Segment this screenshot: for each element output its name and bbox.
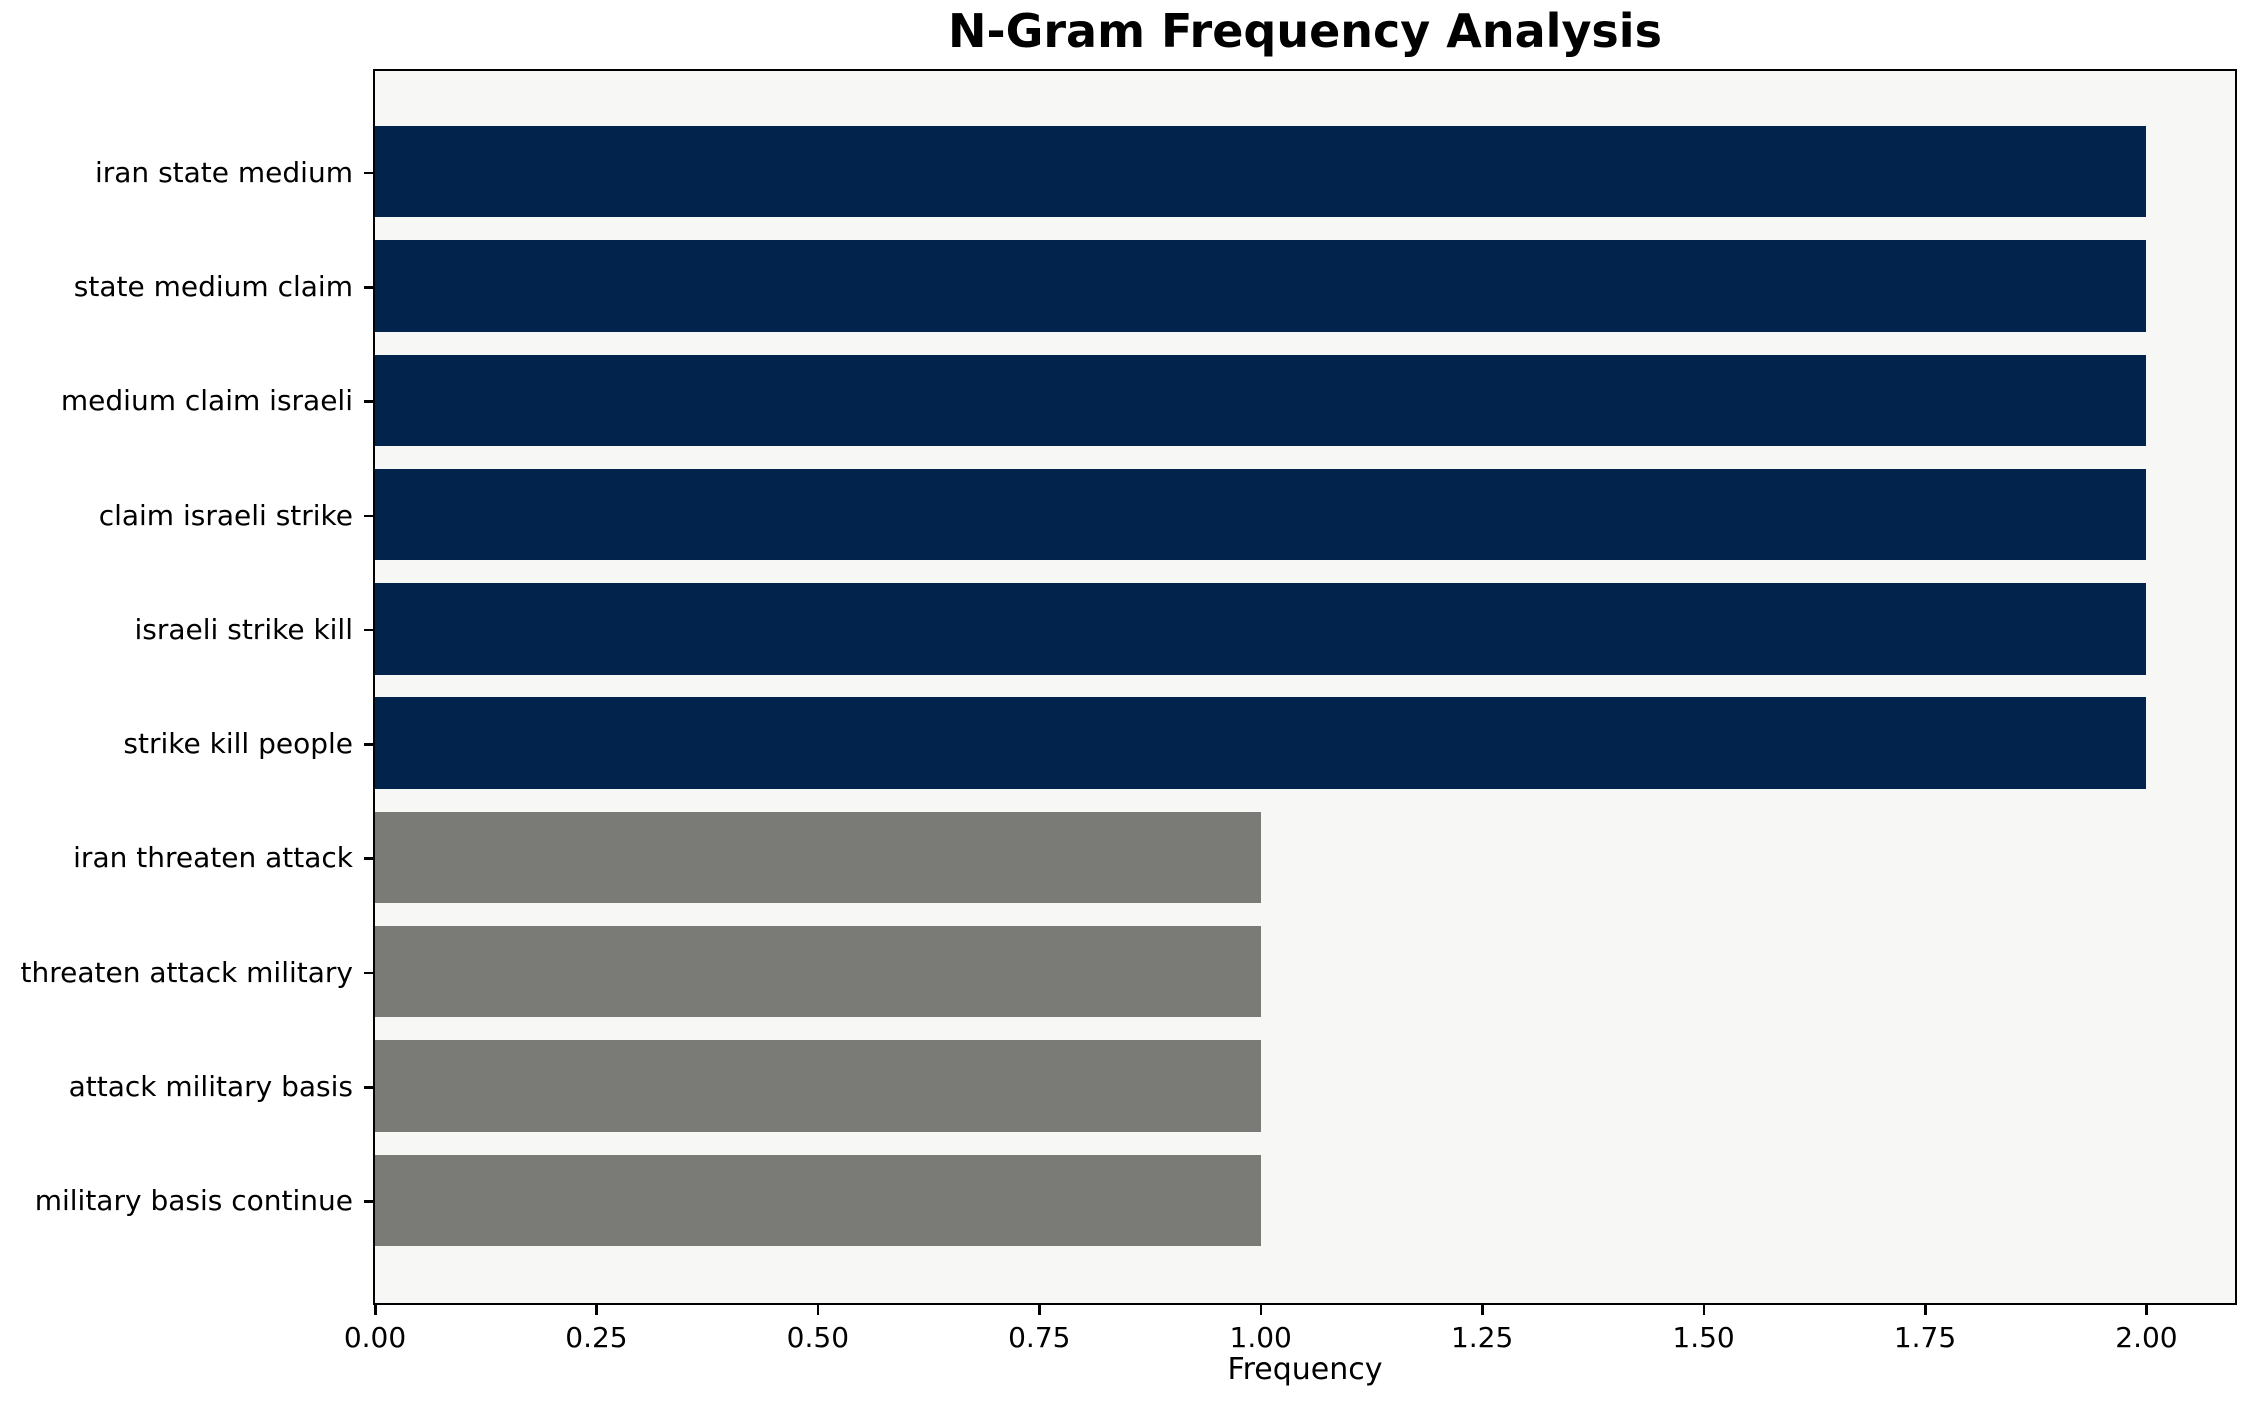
- x-tick-label: 0.25: [565, 1321, 628, 1354]
- y-tick-mark: [364, 400, 373, 403]
- x-tick-mark: [1924, 1305, 1927, 1315]
- y-tick-mark: [364, 1086, 373, 1089]
- bar: [375, 126, 2147, 218]
- x-tick-label: 0.50: [786, 1321, 850, 1354]
- x-tick-mark: [1259, 1305, 1263, 1315]
- axes: [373, 69, 2237, 1305]
- x-tick-mark: [1702, 1305, 1706, 1315]
- x-tick-mark: [1481, 1305, 1484, 1315]
- bar: [375, 468, 2147, 561]
- bar: [375, 811, 1261, 904]
- bar: [375, 926, 1261, 1018]
- y-tick-label: military basis continue: [34, 1184, 353, 1218]
- y-tick-mark: [364, 971, 373, 975]
- bar: [375, 1040, 1261, 1132]
- y-tick-label: attack military basis: [68, 1070, 353, 1103]
- y-tick-label: strike kill people: [123, 727, 353, 761]
- y-tick-mark: [364, 514, 373, 518]
- x-tick-label: 1.25: [1450, 1321, 1514, 1354]
- y-tick-mark: [364, 857, 373, 860]
- y-tick-mark: [364, 1200, 373, 1203]
- x-tick-label: 1.00: [1229, 1321, 1292, 1354]
- y-tick-label: state medium claim: [73, 270, 353, 303]
- x-tick-label: 0.00: [343, 1321, 407, 1354]
- y-tick-mark: [364, 743, 373, 746]
- x-tick-label: 1.50: [1672, 1321, 1735, 1354]
- x-tick-mark: [1038, 1305, 1041, 1315]
- bar: [375, 1154, 1261, 1246]
- chart-title: N-Gram Frequency Analysis: [948, 4, 1662, 58]
- y-tick-label: medium claim israeli: [60, 384, 353, 418]
- x-tick-label: 2.00: [2115, 1321, 2178, 1354]
- y-tick-label: threaten attack military: [20, 955, 353, 989]
- x-tick-mark: [374, 1305, 377, 1315]
- y-tick-label: iran state medium: [94, 155, 353, 189]
- bar: [375, 583, 2147, 675]
- bar: [375, 697, 2147, 789]
- y-tick-label: iran threaten attack: [73, 841, 353, 875]
- y-tick-label: claim israeli strike: [98, 498, 353, 532]
- x-axis-title: Frequency: [1227, 1352, 1383, 1387]
- y-tick-mark: [364, 286, 373, 289]
- y-tick-mark: [364, 171, 373, 175]
- x-tick-mark: [816, 1305, 820, 1315]
- x-tick-label: 1.75: [1893, 1321, 1957, 1354]
- y-tick-mark: [364, 628, 373, 632]
- x-tick-mark: [595, 1305, 598, 1315]
- x-tick-label: 0.75: [1008, 1321, 1071, 1354]
- bar: [375, 240, 2147, 332]
- y-tick-label: israeli strike kill: [134, 612, 353, 646]
- bar: [375, 354, 2147, 446]
- x-tick-mark: [2145, 1305, 2148, 1315]
